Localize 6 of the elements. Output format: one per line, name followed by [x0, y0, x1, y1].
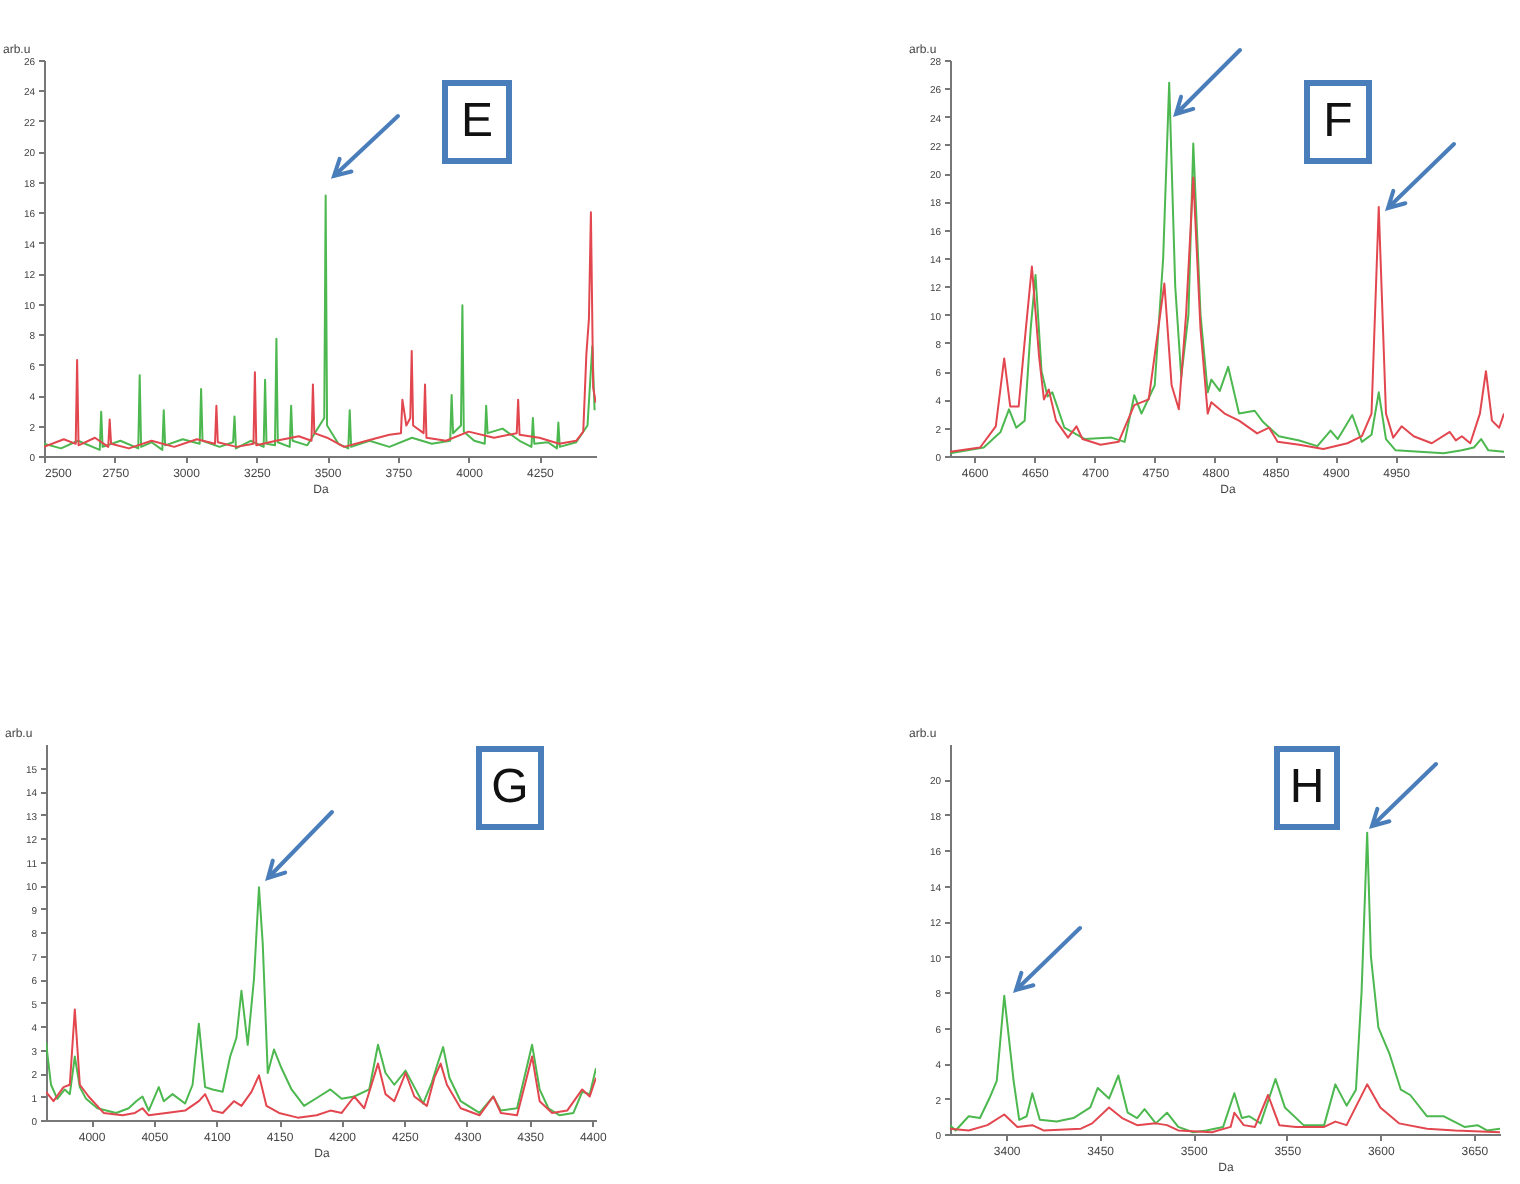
annotation: E — [442, 80, 512, 164]
annotation: F — [1304, 80, 1372, 164]
annotation: G — [476, 746, 544, 830]
line-series — [950, 176, 1504, 453]
line-series — [46, 886, 596, 1117]
annotation: H — [1274, 746, 1340, 830]
